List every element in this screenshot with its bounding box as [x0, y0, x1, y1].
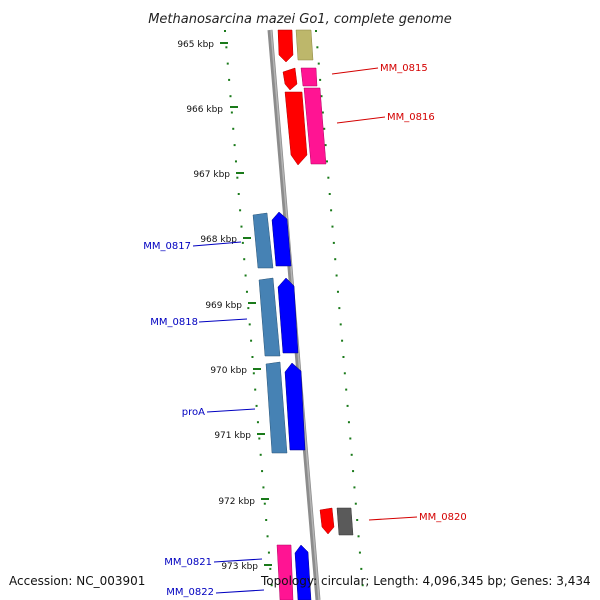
gene-arrow[interactable] — [336, 507, 354, 536]
gene-arrow[interactable] — [284, 91, 308, 166]
gene-arrow[interactable] — [319, 507, 335, 535]
ruler-label: 971 kbp — [214, 431, 251, 441]
ruler-label: 973 kbp — [221, 562, 258, 572]
gene-label-mm0821[interactable]: MM_0821 — [164, 557, 212, 568]
ruler-label: 972 kbp — [218, 497, 255, 507]
gene-arrow[interactable] — [294, 544, 312, 600]
ruler-label: 965 kbp — [177, 40, 214, 50]
genome-title: Methanosarcina mazei Go1, complete genom… — [148, 12, 452, 27]
gene-arrow[interactable] — [300, 67, 318, 87]
gene-label-mm0822[interactable]: MM_0822 — [166, 587, 214, 598]
gene-label-mm0817[interactable]: MM_0817 — [143, 241, 191, 252]
ruler-label: 969 kbp — [205, 301, 242, 311]
gene-arrow[interactable] — [295, 29, 314, 61]
reverse-gene-labels: MM_0817 MM_0818 proA MM_0821 MM_0822 — [143, 241, 265, 598]
kbp-ruler: 965 kbp 966 kbp 967 kbp 968 kbp 969 kbp … — [177, 40, 258, 572]
gene-arrow[interactable] — [258, 277, 281, 357]
ruler-label: 967 kbp — [193, 170, 230, 180]
ruler-label: 968 kbp — [200, 235, 237, 245]
ruler-dots — [224, 30, 364, 587]
gene-label-mm0815[interactable]: MM_0815 — [380, 63, 428, 74]
gene-arrow[interactable] — [303, 87, 327, 165]
gene-arrow[interactable] — [277, 277, 299, 354]
forward-gene-labels: MM_0815 MM_0816 MM_0820 — [331, 63, 467, 523]
accession-text: Accession: NC_003901 — [9, 574, 146, 588]
gene-arrow[interactable] — [265, 361, 288, 454]
gene-arrow[interactable] — [276, 544, 294, 600]
ruler-ticks — [220, 42, 272, 566]
gene-label-mm0820[interactable]: MM_0820 — [419, 512, 467, 523]
ruler-label: 966 kbp — [186, 105, 223, 115]
gene-features — [252, 29, 354, 600]
gene-arrow[interactable] — [271, 211, 292, 267]
genome-summary-text: Topology: circular; Length: 4,096,345 bp… — [261, 574, 591, 588]
ruler-label: 970 kbp — [210, 366, 247, 376]
gene-label-mm0818[interactable]: MM_0818 — [150, 317, 198, 328]
gene-label-mm0816[interactable]: MM_0816 — [387, 112, 435, 123]
gene-arrow[interactable] — [277, 29, 294, 63]
gene-arrow[interactable] — [282, 67, 298, 91]
gene-arrow[interactable] — [284, 362, 306, 451]
gene-arrow[interactable] — [252, 212, 274, 269]
gene-label-proa[interactable]: proA — [182, 407, 205, 418]
